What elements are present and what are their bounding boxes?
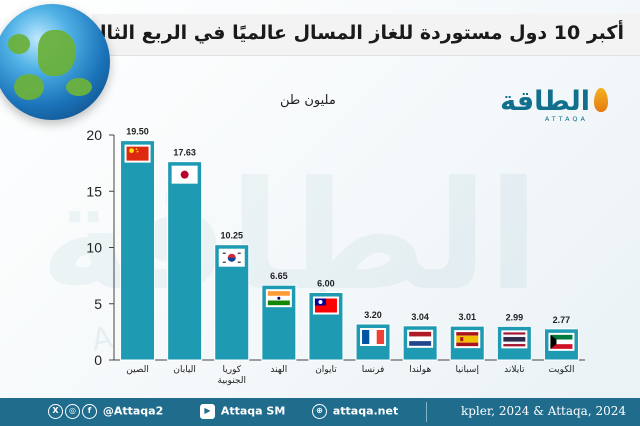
source-text: kpler, 2024 & Attaqa, 2024 (460, 404, 626, 418)
logo-text: الطاقة (500, 86, 590, 117)
drop-icon (594, 88, 608, 112)
flag-japan-icon (171, 165, 198, 184)
flag-thailand-icon (501, 330, 528, 349)
value-label: 2.99 (506, 312, 524, 322)
social-youtube[interactable]: ▶ Attaqa SM (200, 404, 285, 419)
unit-label: مليون طن (280, 93, 336, 108)
social-website[interactable]: ⊕ attaqa.net (312, 404, 398, 419)
web-icon: ⊕ (312, 404, 327, 419)
flag-taiwan-icon (312, 296, 339, 315)
instagram-icon: ◎ (65, 404, 80, 419)
bar (120, 140, 156, 361)
flag-china-icon (124, 144, 151, 163)
category-label: الصين (126, 365, 149, 375)
category-label: تايوان (315, 365, 337, 375)
y-tick-label: 10 (86, 240, 102, 256)
logo-subtext: ATTAQA (544, 115, 588, 123)
y-tick-label: 15 (86, 183, 102, 199)
title-band (92, 14, 640, 56)
category-label: كوريا (222, 365, 241, 375)
value-label: 6.65 (270, 271, 288, 281)
bar-chart: 0 5 10 15 20 19.50 الصين 17.63 اليابان 10.25 كوريا… (86, 127, 585, 386)
x-icon: X (48, 404, 63, 419)
value-label: 19.50 (126, 127, 149, 137)
page-title: أكبر 10 دول مستوردة للغاز المسال عالميًا… (20, 22, 624, 44)
value-label: 3.01 (458, 312, 476, 322)
social-twitter[interactable]: X ◎ f @Attaqa2 (48, 404, 163, 419)
y-tick-label: 0 (94, 352, 102, 368)
brand-logo: الطاقة ATTAQA (488, 86, 612, 126)
value-label: 3.04 (411, 312, 429, 322)
category-label: الهند (270, 365, 287, 375)
category-label: إسبانيا (456, 365, 479, 375)
flag-kuwait-icon (548, 332, 575, 351)
value-label: 2.77 (553, 315, 571, 325)
footer-divider (426, 402, 427, 422)
flag-france-icon (360, 328, 387, 346)
twitter-handle: @Attaqa2 (102, 404, 164, 418)
website-url: attaqa.net (332, 404, 399, 418)
header: أكبر 10 دول مستوردة للغاز المسال عالميًا… (0, 0, 640, 74)
value-label: 10.25 (220, 231, 243, 241)
flag-netherlands-icon (407, 329, 434, 348)
globe-icon (0, 4, 110, 120)
footer: X ◎ f @Attaqa2 ▶ Attaqa SM ⊕ attaqa.net kp… (0, 398, 640, 426)
facebook-icon: f (82, 404, 97, 419)
youtube-icon: ▶ (200, 404, 215, 419)
category-label: تايلاند (504, 365, 525, 375)
y-tick-label: 20 (86, 127, 102, 143)
value-label: 3.20 (364, 310, 382, 320)
category-label: اليابان (173, 365, 196, 375)
category-label: فرنسا (362, 365, 385, 375)
youtube-channel: Attaqa SM (220, 404, 286, 418)
bar (167, 161, 203, 361)
category-label: الجنوبية (218, 376, 246, 386)
category-label: الكويت (548, 365, 574, 375)
flag-india-icon (265, 289, 292, 308)
y-tick-label: 5 (94, 296, 102, 312)
flag-spain-icon (454, 330, 481, 349)
category-label: هولندا (409, 365, 431, 375)
value-label: 17.63 (173, 148, 196, 158)
flag-south-korea-icon (218, 248, 245, 267)
value-label: 6.00 (317, 279, 335, 289)
